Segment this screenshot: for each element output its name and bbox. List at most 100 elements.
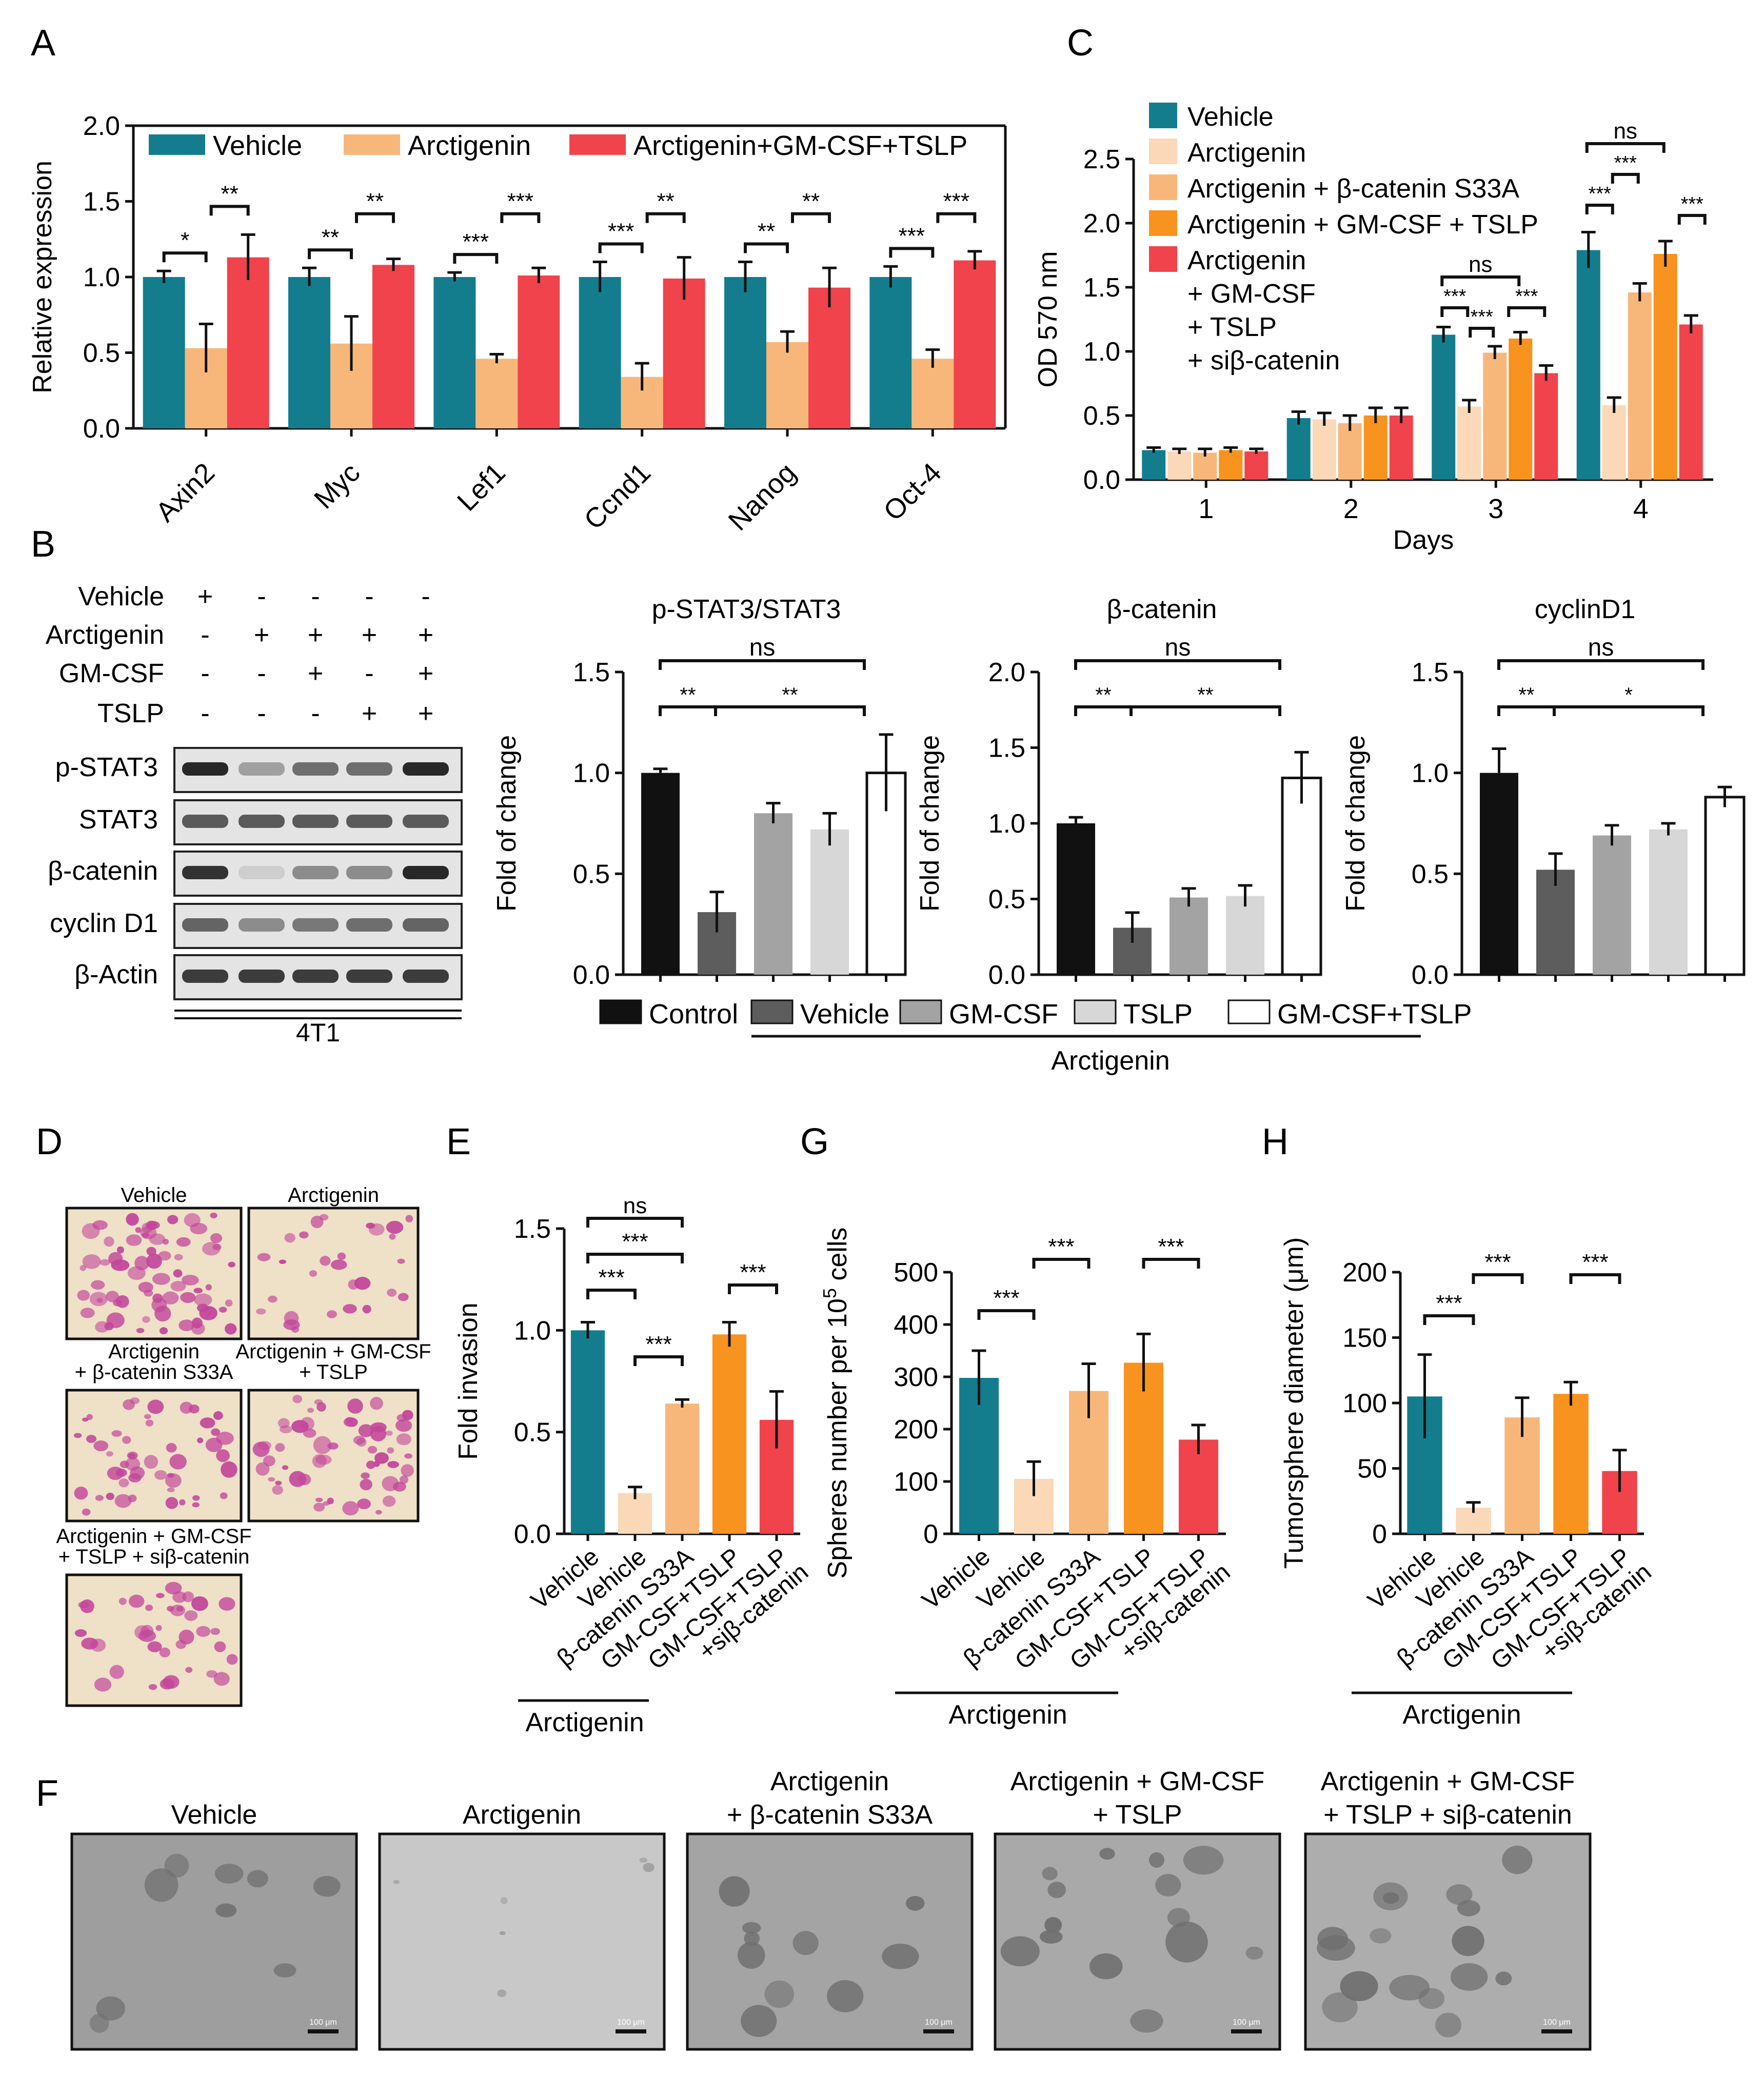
stained-cell bbox=[213, 1672, 230, 1686]
bar-day2-1 bbox=[1312, 419, 1336, 480]
stained-cell bbox=[80, 1264, 86, 1271]
tumorsphere bbox=[499, 1931, 506, 1935]
stained-cell bbox=[118, 1478, 129, 1488]
legend-swatch-2 bbox=[1149, 174, 1177, 200]
stained-cell bbox=[107, 1467, 124, 1480]
significance-bracket bbox=[1469, 327, 1495, 338]
stained-cell bbox=[389, 1233, 396, 1240]
treatment-sign: - bbox=[365, 659, 373, 688]
tumorsphere bbox=[1148, 1852, 1165, 1868]
stained-cell bbox=[291, 1326, 300, 1333]
bar-day3-4 bbox=[1534, 373, 1558, 480]
legend-label: Control bbox=[649, 999, 738, 1030]
y-tick-label: 50 bbox=[1357, 1454, 1387, 1484]
tumorsphere bbox=[144, 1868, 179, 1902]
treatment-sign: - bbox=[257, 582, 266, 611]
stained-cell bbox=[291, 1420, 309, 1433]
significance-label: ** bbox=[657, 189, 675, 214]
image-label: + β-catenin S33A bbox=[75, 1361, 233, 1384]
significance-bracket bbox=[889, 247, 935, 258]
stained-cell bbox=[128, 1594, 145, 1608]
y-tick-label: 100 bbox=[1342, 1389, 1387, 1418]
significance-bracket bbox=[1497, 659, 1704, 670]
blot-band bbox=[346, 866, 392, 879]
stained-cell bbox=[252, 1441, 270, 1457]
significance-bracket bbox=[586, 1253, 684, 1263]
y-title-superscript: 5 bbox=[819, 1288, 840, 1298]
stained-cell bbox=[86, 1435, 97, 1443]
blot-band bbox=[403, 918, 449, 932]
significance-bracket bbox=[1440, 306, 1470, 317]
sphere-image bbox=[686, 1832, 974, 2051]
significance-label: ** bbox=[322, 225, 339, 250]
stained-cell bbox=[314, 1399, 323, 1405]
blot-band bbox=[292, 866, 339, 879]
band-label: β-catenin bbox=[48, 856, 158, 886]
stained-cell bbox=[200, 1417, 215, 1429]
bar-oct-4-2 bbox=[954, 260, 996, 428]
x-tick-label: Myc bbox=[308, 457, 366, 515]
stained-cell bbox=[158, 1251, 171, 1261]
legend-label: Vehicle bbox=[213, 130, 302, 161]
stained-cell bbox=[279, 1259, 286, 1264]
blot-band bbox=[346, 815, 392, 828]
bar-day4-2 bbox=[1628, 292, 1652, 480]
stained-cell bbox=[398, 1293, 409, 1301]
band-label: p-STAT3 bbox=[55, 753, 158, 782]
y-tick-label: 0.0 bbox=[573, 960, 610, 990]
bar-3 bbox=[1649, 829, 1688, 975]
stained-cell bbox=[312, 1454, 327, 1468]
stained-cell bbox=[77, 1290, 90, 1301]
y-tick-label: 1.5 bbox=[83, 187, 120, 217]
stained-cell bbox=[93, 1440, 109, 1452]
stained-cell bbox=[193, 1293, 212, 1307]
bar-day1-2 bbox=[1193, 452, 1217, 480]
y-axis-title: Tumorsphere diameter (μm) bbox=[1279, 1237, 1309, 1569]
stained-cell bbox=[375, 1510, 382, 1515]
stained-cell bbox=[315, 1497, 323, 1503]
stained-cell bbox=[108, 1252, 123, 1266]
tumorsphere bbox=[827, 1980, 864, 2012]
y-tick-label: 0.5 bbox=[1412, 859, 1449, 889]
stained-cell bbox=[109, 1665, 124, 1679]
legend-label: GM-CSF+TSLP bbox=[1277, 999, 1472, 1030]
blot-band bbox=[346, 762, 392, 776]
stained-cell bbox=[299, 1231, 309, 1239]
bar-4 bbox=[1281, 777, 1322, 976]
significance-bracket bbox=[355, 212, 395, 223]
stained-cell bbox=[140, 1226, 157, 1239]
legend-swatch-3 bbox=[1149, 210, 1177, 236]
stained-cell bbox=[92, 1220, 108, 1230]
significance-label: *** bbox=[1681, 193, 1704, 215]
significance-label: ** bbox=[1095, 684, 1111, 706]
chart-title: β-catenin bbox=[1107, 595, 1217, 624]
significance-bracket bbox=[1553, 705, 1704, 716]
significance-label: ** bbox=[758, 219, 775, 244]
stained-cell bbox=[303, 1428, 316, 1438]
treatment-label: Vehicle bbox=[78, 582, 164, 611]
significance-label: *** bbox=[1484, 1250, 1511, 1275]
significance-label: ** bbox=[1518, 684, 1534, 706]
significance-bracket bbox=[1585, 142, 1666, 153]
y-tick-label: 1.0 bbox=[1083, 337, 1120, 367]
stained-cell bbox=[263, 1455, 275, 1467]
bar-2 bbox=[754, 813, 792, 975]
stained-cell bbox=[151, 1298, 167, 1312]
blot-band bbox=[239, 762, 285, 776]
stained-cell bbox=[342, 1501, 359, 1516]
bar-day4-3 bbox=[1653, 254, 1677, 480]
significance-label: *** bbox=[598, 1265, 624, 1290]
stained-cell bbox=[126, 1213, 139, 1226]
legend-label: GM-CSF bbox=[949, 999, 1058, 1030]
stained-cell bbox=[106, 1291, 120, 1302]
image-label: + β-catenin S33A bbox=[727, 1800, 933, 1830]
stained-cell bbox=[182, 1275, 199, 1286]
x-tick-label: 3 bbox=[1488, 493, 1503, 524]
y-tick-label: 200 bbox=[894, 1415, 938, 1445]
blot-band bbox=[182, 762, 228, 776]
stained-cell bbox=[268, 1477, 275, 1482]
image-label: Vehicle bbox=[121, 1184, 187, 1207]
y-tick-label: 1.5 bbox=[514, 1214, 551, 1244]
bar-3 bbox=[1553, 1394, 1589, 1534]
stained-cell bbox=[327, 1442, 339, 1450]
